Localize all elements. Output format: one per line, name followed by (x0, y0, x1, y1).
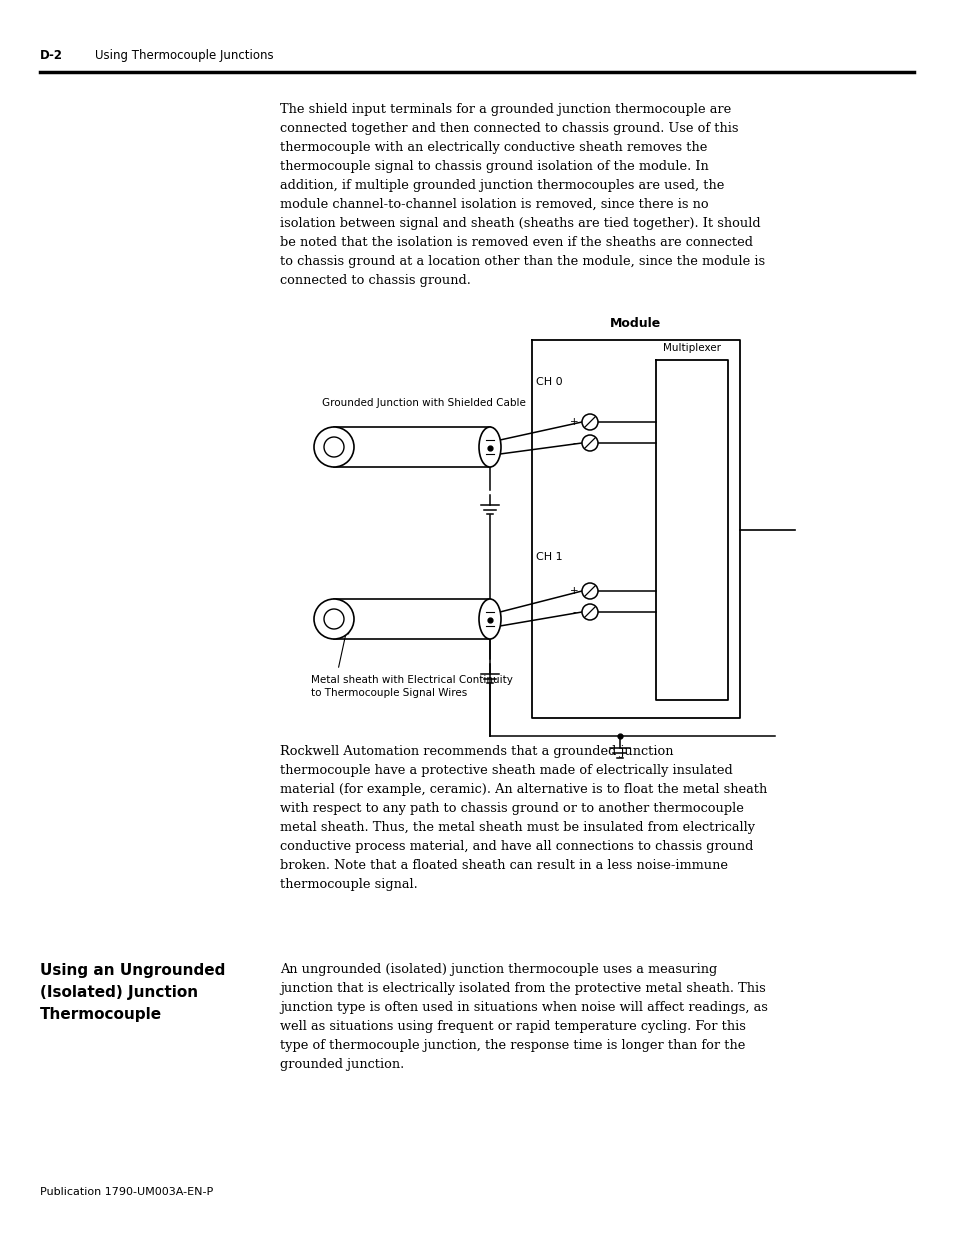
Text: Rockwell Automation recommends that a grounded junction
thermocouple have a prot: Rockwell Automation recommends that a gr… (280, 745, 766, 890)
Text: CH 0: CH 0 (536, 377, 562, 387)
Text: Module: Module (610, 317, 661, 330)
Ellipse shape (314, 427, 354, 467)
Text: D-2: D-2 (40, 49, 63, 62)
Text: Thermocouple: Thermocouple (40, 1007, 162, 1023)
Text: -: - (572, 606, 576, 618)
Text: The shield input terminals for a grounded junction thermocouple are
connected to: The shield input terminals for a grounde… (280, 103, 764, 287)
Ellipse shape (314, 599, 354, 638)
Text: +: + (569, 585, 578, 597)
Text: Multiplexer: Multiplexer (662, 343, 720, 353)
Text: Grounded Junction with Shielded Cable: Grounded Junction with Shielded Cable (322, 398, 525, 408)
Ellipse shape (478, 427, 500, 467)
Text: Using Thermocouple Junctions: Using Thermocouple Junctions (95, 49, 274, 62)
Circle shape (581, 414, 598, 430)
Text: -: - (572, 438, 576, 448)
Text: Using an Ungrounded: Using an Ungrounded (40, 963, 225, 978)
Circle shape (581, 604, 598, 620)
Ellipse shape (478, 599, 500, 638)
Text: (Isolated) Junction: (Isolated) Junction (40, 986, 198, 1000)
Text: CH 1: CH 1 (536, 552, 562, 562)
Text: An ungrounded (isolated) junction thermocouple uses a measuring
junction that is: An ungrounded (isolated) junction thermo… (280, 963, 767, 1071)
Circle shape (581, 583, 598, 599)
Text: +: + (569, 417, 578, 427)
Text: Metal sheath with Electrical Continuity
to Thermocouple Signal Wires: Metal sheath with Electrical Continuity … (311, 676, 513, 698)
Text: Publication 1790-UM003A-EN-P: Publication 1790-UM003A-EN-P (40, 1187, 213, 1197)
Circle shape (581, 435, 598, 451)
